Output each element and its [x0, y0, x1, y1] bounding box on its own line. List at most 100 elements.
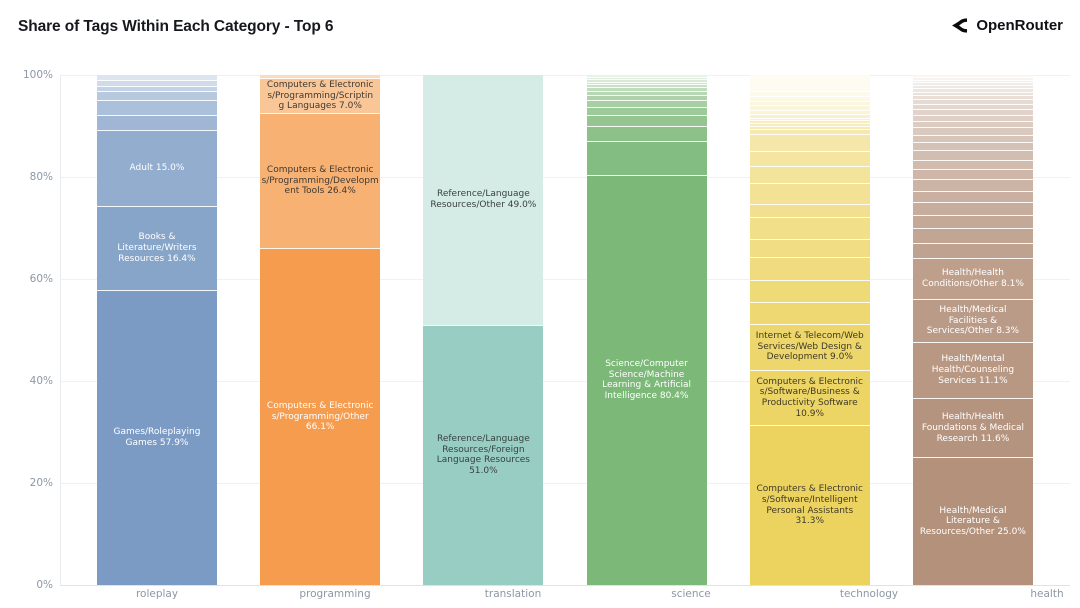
- bar-segment[interactable]: Internet & Telecom/Web Services/Web Desi…: [749, 323, 870, 370]
- bar-segment[interactable]: [912, 91, 1033, 96]
- openrouter-brand[interactable]: OpenRouter: [950, 16, 1063, 35]
- bar-segment[interactable]: [912, 169, 1033, 180]
- bar-segment[interactable]: [912, 150, 1033, 160]
- bar-segment[interactable]: Health/Mental Health/Counseling Services…: [912, 341, 1033, 399]
- segment-label: Health/Medical Literature & Resources/Ot…: [919, 505, 1026, 537]
- bar-segment[interactable]: [749, 128, 870, 135]
- bar-segment[interactable]: Health/Medical Facilities & Services/Oth…: [912, 299, 1033, 342]
- bar-segment[interactable]: [97, 80, 217, 87]
- bar-segment[interactable]: [97, 90, 217, 100]
- bar-segment[interactable]: [586, 94, 707, 100]
- plot-area: Adult 15.0% Books & Literature/Writers Re…: [23, 69, 1070, 591]
- bar-segment[interactable]: [749, 100, 870, 106]
- segment-label: Computers & Electronic s/Programming/Dev…: [261, 165, 379, 197]
- bar-segment[interactable]: [912, 77, 1033, 80]
- bar-segment[interactable]: Reference/Language Resources/Other 49.0%: [423, 75, 544, 325]
- bar-segment[interactable]: Computers & Electronic s/Programming/Scr…: [260, 77, 381, 114]
- bar-segment[interactable]: [586, 90, 707, 95]
- bar-segment[interactable]: Computers & Electronic s/Software/Busine…: [749, 369, 870, 426]
- segment-label: Computers & Electronic s/Software/Intell…: [756, 484, 864, 527]
- bar-segment[interactable]: [586, 87, 707, 91]
- bar-segment[interactable]: [912, 215, 1033, 229]
- bar-segment[interactable]: [749, 256, 870, 281]
- bar-segment[interactable]: [749, 95, 870, 101]
- bar-segment[interactable]: Computers & Electronic s/Programming/Oth…: [260, 247, 381, 585]
- bar-programming: Computers & Electronic s/Programming/Scr…: [260, 75, 381, 585]
- bar-segment[interactable]: Adult 15.0%: [97, 129, 217, 207]
- bar-segment[interactable]: [749, 125, 870, 129]
- bar-segment[interactable]: [912, 75, 1033, 78]
- bar-segment[interactable]: [912, 228, 1033, 243]
- y-tick-label: 20%: [29, 477, 53, 489]
- bar-segment[interactable]: [749, 120, 870, 124]
- bar-segment[interactable]: Computers & Electronic s/Software/Intell…: [749, 425, 870, 585]
- bar-segment[interactable]: Reference/Language Resources/Foreign Lan…: [423, 324, 544, 585]
- segment-label: Reference/Language Resources/Other 49.0%: [430, 189, 537, 210]
- bar-segment[interactable]: [586, 75, 707, 78]
- bars-row: Adult 15.0% Books & Literature/Writers Re…: [60, 75, 1070, 585]
- bar-segment[interactable]: [912, 85, 1033, 89]
- bar-segment[interactable]: Health/Health Foundations & Medical Rese…: [912, 398, 1033, 458]
- bar-segment[interactable]: [912, 95, 1033, 100]
- bar-segment[interactable]: [586, 84, 707, 88]
- bar-segment[interactable]: Science/Computer Science/Machine Learnin…: [586, 174, 707, 585]
- bar-segment[interactable]: [912, 120, 1033, 128]
- bar-segment[interactable]: [749, 302, 870, 324]
- bar-segment[interactable]: [912, 179, 1033, 191]
- bar-segment[interactable]: [749, 182, 870, 204]
- bar-segment[interactable]: Computers & Electronic s/Programming/Dev…: [260, 113, 381, 248]
- bar-segment[interactable]: [749, 134, 870, 151]
- bar-segment[interactable]: [912, 109, 1033, 115]
- bar-segment[interactable]: [912, 134, 1033, 143]
- bar-segment[interactable]: [97, 86, 217, 91]
- bar-segment[interactable]: [912, 79, 1033, 83]
- gridline: [60, 279, 1070, 280]
- bar-segment[interactable]: [586, 79, 707, 82]
- bar-segment[interactable]: Games/Roleplaying Games 57.9%: [97, 289, 217, 585]
- bar-segment[interactable]: [749, 165, 870, 183]
- bar-segment[interactable]: [586, 99, 707, 107]
- bar-technology: Internet & Telecom/Web Services/Web Desi…: [749, 75, 870, 585]
- bar-segment[interactable]: [749, 90, 870, 96]
- bar-segment[interactable]: [749, 109, 870, 115]
- bar-segment[interactable]: [912, 88, 1033, 92]
- bar-segment[interactable]: [586, 126, 707, 141]
- bar-segment[interactable]: [912, 142, 1033, 151]
- bar-segment[interactable]: [912, 190, 1033, 203]
- bar-segment[interactable]: Health/Health Conditions/Other 8.1%: [912, 257, 1033, 300]
- bar-segment[interactable]: [586, 106, 707, 115]
- bar-segment[interactable]: [586, 140, 707, 175]
- bar-segment[interactable]: [912, 114, 1033, 121]
- bar-segment[interactable]: [97, 114, 217, 130]
- bar-segment[interactable]: [749, 123, 870, 126]
- bar-segment[interactable]: [912, 104, 1033, 110]
- bar-segment[interactable]: [749, 114, 870, 118]
- bar-segment[interactable]: [912, 82, 1033, 86]
- bar-segment[interactable]: [586, 81, 707, 85]
- y-tick-label: 0%: [36, 579, 53, 591]
- bar-segment[interactable]: [912, 127, 1033, 135]
- bar-segment[interactable]: [912, 202, 1033, 216]
- x-axis-label-health: health: [1030, 588, 1064, 600]
- bar-segment[interactable]: [749, 217, 870, 239]
- bar-science: Science/Computer Science/Machine Learnin…: [586, 75, 707, 585]
- bar-segment[interactable]: [586, 114, 707, 127]
- bar-segment[interactable]: [912, 242, 1033, 258]
- bar-segment[interactable]: [586, 77, 707, 80]
- bar-segment[interactable]: [97, 75, 217, 81]
- bar-segment[interactable]: [97, 99, 217, 115]
- bar-segment[interactable]: [749, 203, 870, 218]
- bar-segment[interactable]: Health/Medical Literature & Resources/Ot…: [912, 457, 1033, 585]
- bar-segment[interactable]: [749, 150, 870, 166]
- bar-segment[interactable]: [749, 280, 870, 303]
- bar-segment[interactable]: [749, 75, 870, 91]
- bar-segment[interactable]: [260, 75, 381, 78]
- openrouter-logo-icon: [950, 16, 969, 35]
- bar-segment[interactable]: Books & Literature/Writers Resources 16.…: [97, 206, 217, 290]
- bar-segment[interactable]: [749, 117, 870, 121]
- bar-segment[interactable]: [912, 159, 1033, 170]
- bar-segment[interactable]: [749, 105, 870, 110]
- bar-translation: Reference/Language Resources/Other 49.0%…: [423, 75, 544, 585]
- bar-segment[interactable]: [749, 238, 870, 257]
- bar-segment[interactable]: [912, 99, 1033, 104]
